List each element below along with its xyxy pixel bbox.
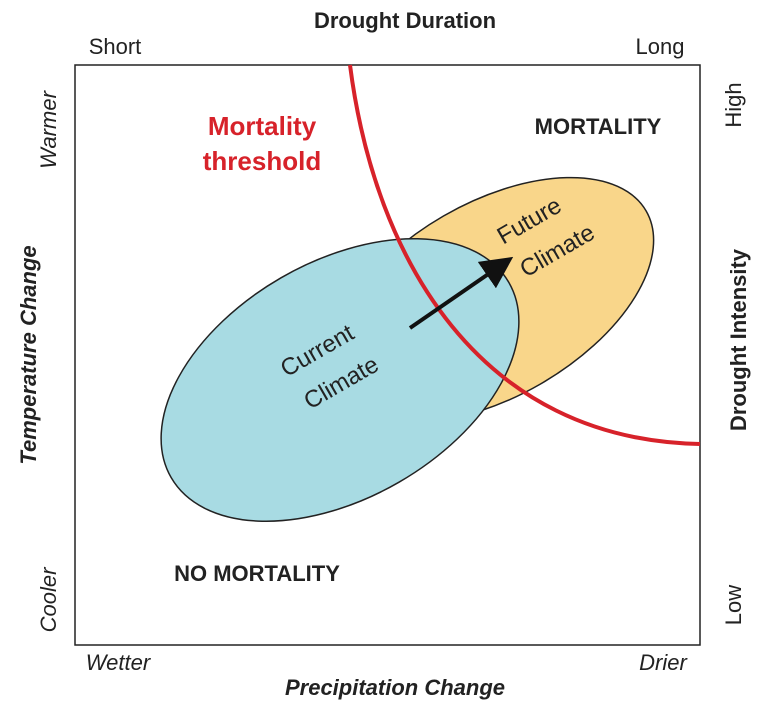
right-axis-title: Drought Intensity (726, 248, 751, 431)
top-axis-start: Short (89, 34, 142, 59)
top-axis-end: Long (636, 34, 685, 59)
threshold-label: Mortality (208, 111, 317, 141)
right-axis-end: High (721, 82, 746, 127)
no-mortality-region-label: NO MORTALITY (174, 561, 340, 586)
left-axis-title: Temperature Change (16, 245, 41, 464)
mortality-threshold-curve (348, 64, 701, 446)
bottom-axis-start: Wetter (86, 650, 152, 675)
left-axis-end: Warmer (36, 89, 61, 168)
left-axis-start: Cooler (36, 566, 61, 632)
mortality-region-label: MORTALITY (535, 114, 662, 139)
shift-arrow (408, 256, 514, 330)
bottom-axis-title: Precipitation Change (285, 675, 505, 700)
top-axis-title: Drought Duration (314, 8, 496, 33)
threshold-label: threshold (203, 146, 321, 176)
right-axis-start: Low (721, 585, 746, 625)
bottom-axis-end: Drier (639, 650, 688, 675)
